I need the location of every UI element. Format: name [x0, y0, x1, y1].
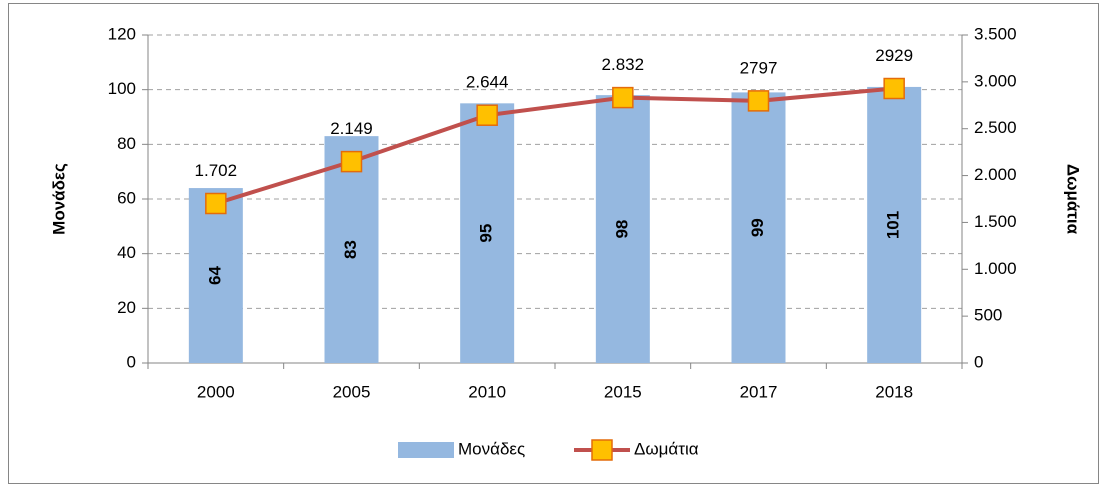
- bar: [595, 95, 650, 363]
- line-value-label: 2929: [875, 46, 913, 65]
- y-tick-label: 100: [108, 79, 136, 98]
- bar-value-label: 99: [748, 218, 767, 237]
- line-value-label: 2.832: [602, 55, 645, 74]
- y-tick-label: 80: [117, 134, 136, 153]
- legend-label: Δωμάτια: [634, 439, 699, 458]
- line-value-label: 1.702: [195, 161, 238, 180]
- bar-value-label: 83: [341, 240, 360, 259]
- line-marker: [205, 192, 227, 215]
- bar: [867, 86, 922, 363]
- y2-tick-label: 3.000: [974, 71, 1017, 90]
- y2-tick-label: 3.500: [974, 24, 1017, 43]
- legend-swatch: [398, 442, 454, 458]
- bar-value-label: 95: [477, 224, 496, 243]
- legend-marker: [591, 439, 613, 461]
- line-marker: [476, 104, 498, 126]
- bar-value-label: 64: [205, 266, 224, 285]
- y2-tick-label: 500: [974, 306, 1002, 325]
- line: [215, 86, 895, 206]
- line-value-label: 2797: [740, 58, 778, 77]
- y-tick-label: 0: [127, 352, 136, 371]
- x-tick-label: 2017: [740, 382, 778, 401]
- line-value-label: 2.149: [330, 119, 373, 138]
- y-axis-title: Μονάδες: [49, 163, 68, 235]
- x-tick-label: 2005: [333, 382, 371, 401]
- y2-tick-label: 1.500: [974, 212, 1017, 231]
- line-value-label: 2.644: [466, 73, 509, 92]
- chart-border: [8, 3, 1099, 484]
- line-marker: [612, 86, 634, 109]
- line-marker: [747, 90, 770, 112]
- y-tick-label: 120: [108, 24, 136, 43]
- bar: [324, 136, 379, 363]
- y2-tick-label: 1.000: [974, 259, 1017, 278]
- bar: [460, 103, 515, 363]
- x-tick-label: 2015: [604, 382, 642, 401]
- y-tick-label: 40: [117, 243, 136, 262]
- y-tick-label: 20: [117, 298, 136, 317]
- x-tick-label: 2018: [875, 382, 913, 401]
- line-marker: [883, 77, 905, 100]
- bar: [731, 92, 786, 364]
- bar: [188, 188, 243, 363]
- y2-tick-label: 2.500: [974, 118, 1017, 137]
- y2-tick-label: 0: [974, 352, 983, 371]
- y2-tick-label: 2.000: [974, 165, 1017, 184]
- legend-label: Μονάδες: [458, 439, 525, 458]
- x-tick-label: 2000: [197, 382, 235, 401]
- bar-value-label: 101: [884, 211, 903, 239]
- line-marker: [340, 150, 363, 173]
- x-tick-label: 2010: [468, 382, 506, 401]
- bar-value-label: 98: [612, 220, 631, 239]
- y2-axis-title: Δωμάτια: [1064, 164, 1083, 235]
- y-tick-label: 60: [117, 188, 136, 207]
